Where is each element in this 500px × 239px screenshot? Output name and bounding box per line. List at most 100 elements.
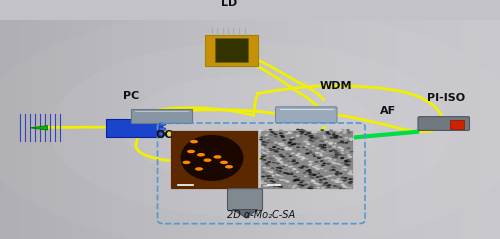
Circle shape bbox=[315, 152, 319, 154]
Circle shape bbox=[274, 162, 278, 164]
Circle shape bbox=[332, 159, 336, 161]
Circle shape bbox=[347, 165, 351, 166]
Circle shape bbox=[280, 144, 284, 146]
Circle shape bbox=[318, 131, 322, 133]
Circle shape bbox=[315, 183, 319, 185]
Circle shape bbox=[290, 139, 294, 141]
Circle shape bbox=[274, 150, 278, 152]
FancyBboxPatch shape bbox=[450, 120, 464, 129]
Circle shape bbox=[263, 145, 267, 146]
Circle shape bbox=[298, 156, 302, 158]
Circle shape bbox=[299, 182, 303, 183]
Circle shape bbox=[335, 186, 339, 188]
Circle shape bbox=[332, 147, 336, 148]
Circle shape bbox=[344, 142, 348, 144]
Circle shape bbox=[305, 158, 309, 160]
Circle shape bbox=[281, 166, 285, 168]
Circle shape bbox=[308, 163, 312, 165]
Circle shape bbox=[291, 131, 295, 133]
Circle shape bbox=[270, 168, 274, 169]
Circle shape bbox=[225, 165, 233, 168]
Circle shape bbox=[310, 188, 314, 189]
Circle shape bbox=[276, 180, 280, 182]
Circle shape bbox=[329, 169, 333, 171]
Circle shape bbox=[284, 167, 288, 169]
Circle shape bbox=[300, 143, 304, 145]
Circle shape bbox=[316, 180, 320, 182]
Circle shape bbox=[320, 140, 324, 142]
Circle shape bbox=[332, 146, 336, 147]
Circle shape bbox=[268, 175, 272, 177]
Circle shape bbox=[342, 154, 346, 156]
Circle shape bbox=[272, 162, 276, 163]
Circle shape bbox=[348, 187, 352, 189]
Circle shape bbox=[312, 180, 316, 182]
Circle shape bbox=[322, 135, 326, 137]
Circle shape bbox=[324, 179, 328, 180]
Circle shape bbox=[268, 175, 272, 177]
Circle shape bbox=[340, 163, 344, 164]
Circle shape bbox=[275, 157, 279, 159]
Circle shape bbox=[302, 138, 306, 140]
Circle shape bbox=[264, 163, 268, 164]
Circle shape bbox=[346, 147, 350, 149]
Circle shape bbox=[187, 150, 195, 153]
Circle shape bbox=[182, 161, 190, 164]
Circle shape bbox=[327, 133, 331, 135]
Circle shape bbox=[319, 144, 323, 146]
Circle shape bbox=[306, 141, 310, 143]
FancyBboxPatch shape bbox=[131, 109, 192, 123]
Circle shape bbox=[302, 130, 306, 132]
Circle shape bbox=[259, 130, 263, 131]
Circle shape bbox=[322, 137, 326, 139]
Circle shape bbox=[281, 136, 285, 137]
Circle shape bbox=[289, 171, 293, 172]
Circle shape bbox=[276, 171, 280, 173]
Circle shape bbox=[332, 157, 336, 159]
Circle shape bbox=[274, 141, 278, 143]
Circle shape bbox=[319, 175, 323, 177]
Circle shape bbox=[288, 142, 292, 144]
Circle shape bbox=[310, 179, 314, 181]
Circle shape bbox=[269, 158, 273, 160]
Circle shape bbox=[324, 170, 328, 172]
Circle shape bbox=[280, 161, 283, 163]
Circle shape bbox=[329, 140, 333, 142]
Circle shape bbox=[294, 173, 298, 175]
Circle shape bbox=[324, 182, 328, 184]
Circle shape bbox=[272, 185, 276, 187]
Circle shape bbox=[282, 172, 286, 174]
Circle shape bbox=[258, 129, 262, 131]
Circle shape bbox=[347, 154, 351, 156]
Circle shape bbox=[281, 167, 285, 168]
Circle shape bbox=[292, 163, 296, 165]
Circle shape bbox=[278, 154, 282, 156]
Text: PI-ISO: PI-ISO bbox=[427, 93, 466, 103]
Circle shape bbox=[330, 137, 334, 138]
Circle shape bbox=[306, 152, 310, 154]
Circle shape bbox=[322, 134, 326, 136]
Circle shape bbox=[50, 42, 450, 217]
Text: 2D α-Mo₂C-SA: 2D α-Mo₂C-SA bbox=[227, 210, 296, 220]
Circle shape bbox=[314, 138, 318, 140]
Circle shape bbox=[197, 153, 205, 157]
Circle shape bbox=[282, 179, 286, 181]
Circle shape bbox=[318, 179, 322, 181]
Circle shape bbox=[314, 130, 318, 131]
Circle shape bbox=[268, 149, 272, 151]
Circle shape bbox=[284, 159, 288, 161]
Circle shape bbox=[318, 156, 322, 158]
Circle shape bbox=[285, 149, 289, 150]
Text: LD: LD bbox=[220, 0, 237, 8]
Circle shape bbox=[272, 146, 276, 148]
Text: WDM: WDM bbox=[320, 81, 352, 91]
Circle shape bbox=[320, 129, 324, 131]
Circle shape bbox=[346, 151, 350, 153]
Circle shape bbox=[293, 179, 297, 181]
Circle shape bbox=[340, 148, 344, 150]
Circle shape bbox=[316, 172, 320, 174]
Circle shape bbox=[308, 132, 312, 134]
Circle shape bbox=[333, 137, 337, 139]
Circle shape bbox=[308, 174, 312, 175]
Circle shape bbox=[308, 169, 312, 171]
